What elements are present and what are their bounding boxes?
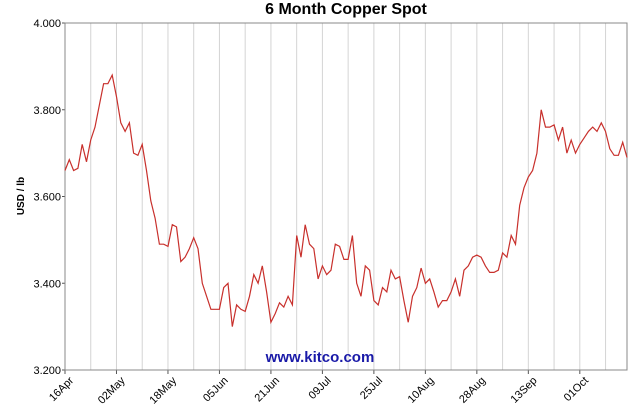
annotation: www.kitco.com bbox=[265, 349, 375, 366]
x-tick-label: 21Jun bbox=[252, 375, 282, 405]
chart-title: 6 Month Copper Spot bbox=[265, 1, 427, 18]
x-tick-label: 13Sep bbox=[509, 375, 540, 406]
plot-frame bbox=[64, 22, 628, 371]
x-tick-label: 01Oct bbox=[562, 375, 591, 404]
x-tick-label: 09Jul bbox=[307, 375, 334, 402]
y-tick-label: 3.400 bbox=[33, 278, 61, 290]
x-tick-label: 18May bbox=[147, 374, 179, 406]
x-tick-label: 02May bbox=[96, 374, 128, 406]
y-axis-label: USD / lb bbox=[16, 177, 27, 215]
y-tick-label: 3.600 bbox=[33, 192, 61, 204]
x-tick-label: 25Jul bbox=[358, 375, 385, 402]
x-tick-label: 05Jun bbox=[201, 375, 231, 405]
x-tick-label: 28Aug bbox=[457, 375, 488, 406]
x-tick-label: 10Aug bbox=[406, 375, 437, 406]
x-tick-label: 16Apr bbox=[47, 374, 76, 403]
y-tick-label: 4.000 bbox=[33, 18, 61, 30]
price-line bbox=[64, 73, 628, 327]
y-tick-label: 3.800 bbox=[33, 105, 61, 117]
y-tick-label: 3.200 bbox=[33, 365, 61, 377]
